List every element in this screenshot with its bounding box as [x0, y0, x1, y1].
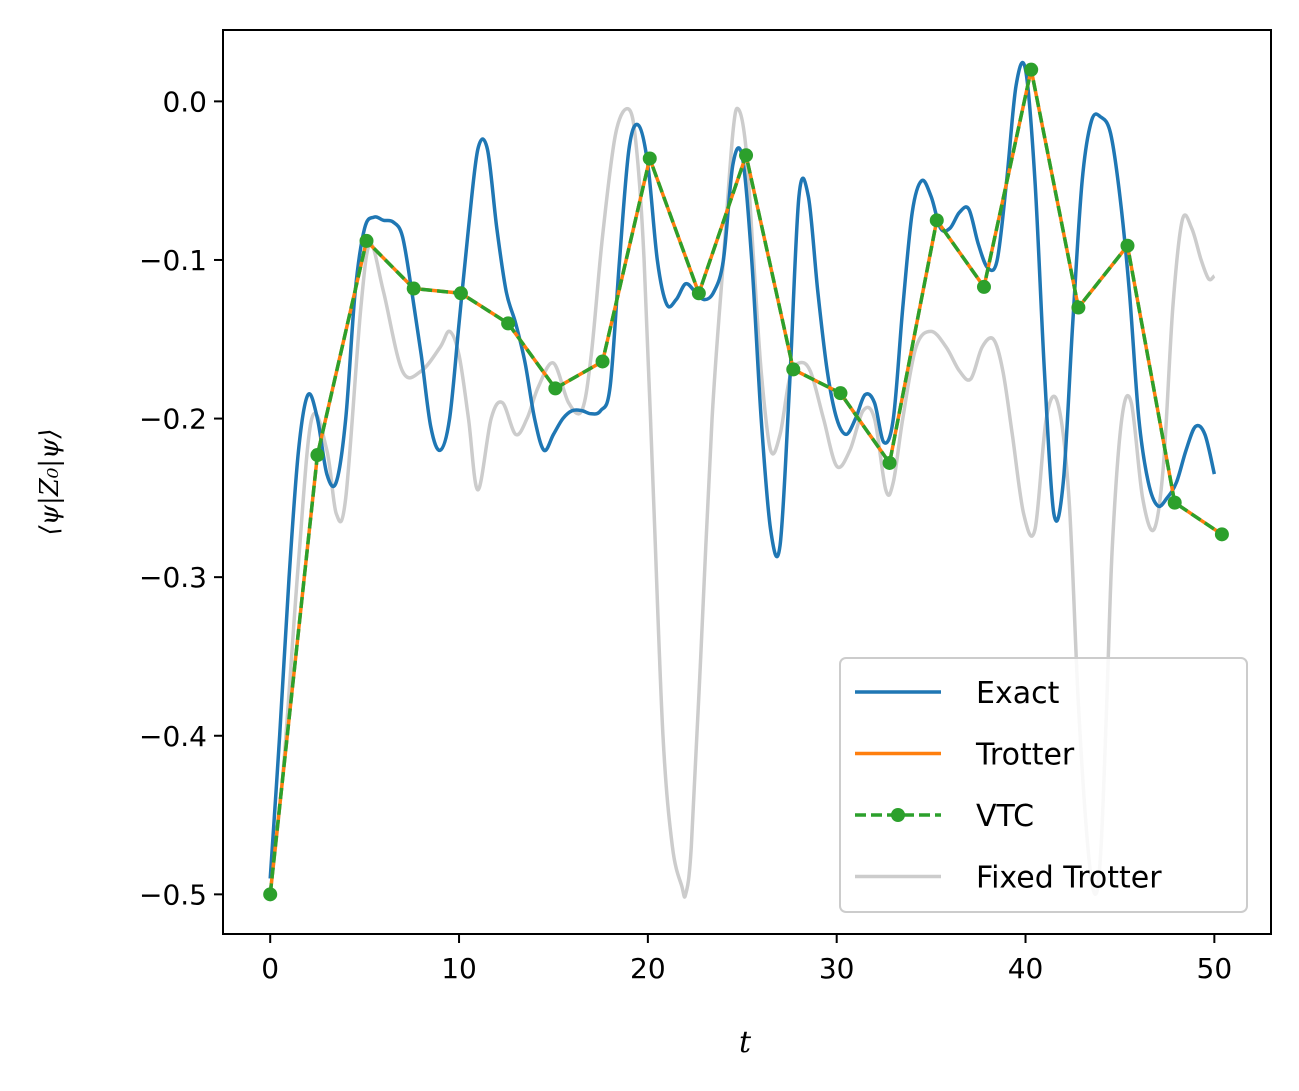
x-tick-label: 0 [261, 952, 279, 985]
series-point-vtc [833, 386, 848, 401]
series-point-vtc [739, 148, 754, 163]
x-tick-label: 40 [1008, 952, 1044, 985]
series-point-vtc [359, 233, 374, 248]
legend: Exact Trotter VTC Fixed Trotter [839, 657, 1248, 913]
y-tick-label: −0.2 [139, 403, 207, 436]
series-point-vtc [501, 316, 516, 331]
x-tick-label: 30 [819, 952, 855, 985]
series-point-vtc [406, 281, 421, 296]
series-point-vtc [595, 354, 610, 369]
series-point-vtc [976, 279, 991, 294]
x-tick-label: 20 [630, 952, 666, 985]
y-axis-label: ⟨ψ|Z₀|ψ⟩ [35, 428, 65, 535]
series-group [263, 61, 1229, 902]
series-point-vtc [1120, 238, 1135, 253]
series-point-vtc [548, 381, 563, 396]
y-tick-label: −0.5 [139, 878, 207, 911]
legend-label-fixed-trotter: Fixed Trotter [976, 861, 1162, 896]
series-point-vtc [453, 286, 468, 301]
series-point-vtc [310, 448, 325, 463]
y-tick-label: −0.4 [139, 720, 207, 753]
y-tick-label: −0.1 [139, 244, 207, 277]
series-point-vtc [929, 213, 944, 228]
series-line-exact [268, 61, 1217, 879]
series-point-vtc [263, 887, 278, 902]
series-point-vtc [642, 151, 657, 166]
x-axis-label: t [739, 1025, 752, 1060]
legend-items: Exact Trotter VTC Fixed Trotter [855, 676, 1162, 896]
series-layer [263, 61, 1229, 902]
series-point-vtc [786, 362, 801, 377]
series-point-vtc [882, 455, 897, 470]
series-point-vtc [1071, 300, 1086, 315]
series-point-vtc [1167, 495, 1182, 510]
y-tick-label: −0.3 [139, 561, 207, 594]
series-point-vtc [1024, 62, 1039, 77]
series-point-vtc [1214, 527, 1229, 542]
legend-marker-vtc [891, 808, 905, 822]
legend-label-trotter: Trotter [975, 738, 1075, 773]
ticks-layer: 0 10 20 30 40 50 0.0 −0.1 −0.2 −0.3 −0.4 −0.5 [139, 85, 1232, 985]
legend-box [839, 657, 1248, 913]
y-tick-label: 0.0 [162, 85, 207, 118]
x-tick-label: 10 [441, 952, 477, 985]
x-tick-label: 50 [1197, 952, 1233, 985]
legend-label-exact: Exact [976, 676, 1060, 711]
plot-frame [222, 29, 1272, 935]
series-point-vtc [691, 286, 706, 301]
legend-label-vtc: VTC [976, 799, 1034, 834]
